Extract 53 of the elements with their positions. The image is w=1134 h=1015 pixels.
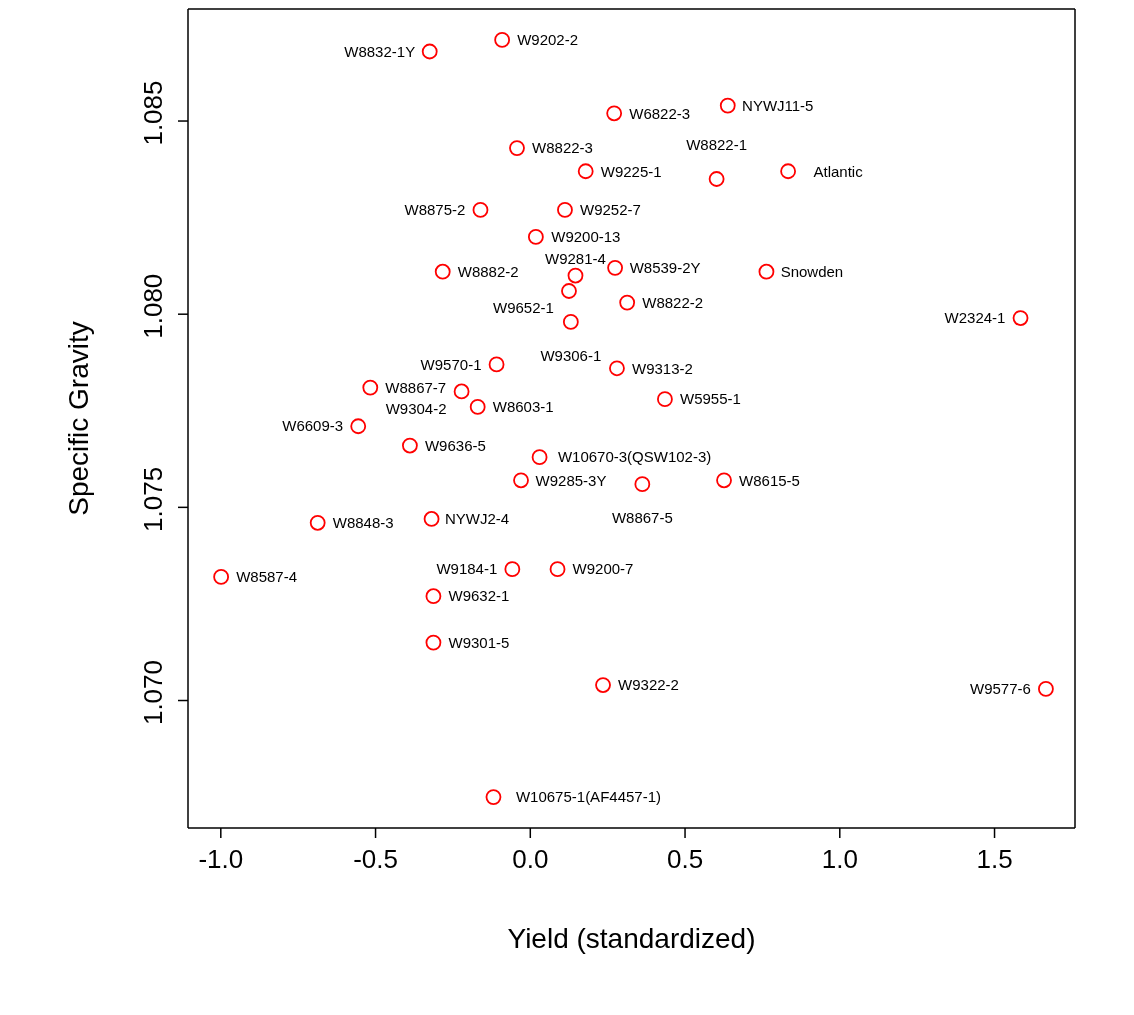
annotation: W9577-6 xyxy=(969,680,1031,698)
annotation: W9200-13 xyxy=(551,228,621,246)
y-tick-label: 1.075 xyxy=(138,466,168,532)
annotation: W9184-1 xyxy=(436,560,498,578)
annotation: W9306-1 xyxy=(540,347,602,365)
annotation: W9200-7 xyxy=(572,560,634,578)
annotation: W9281-4 xyxy=(545,249,606,267)
annotation: W8832-1Y xyxy=(344,42,416,60)
annotation: W8822-3 xyxy=(532,139,593,157)
annotation: W9252-7 xyxy=(580,201,641,219)
y-axis-title: Specific Gravity xyxy=(62,321,94,516)
x-tick-label: 0.5 xyxy=(666,844,704,875)
x-tick-label: -1.0 xyxy=(198,844,244,875)
annotation: W8875-2 xyxy=(404,201,466,219)
annotation: W9313-2 xyxy=(632,359,693,377)
annotation: NYWJ11-5 xyxy=(742,96,814,114)
annotation: W9322-2 xyxy=(618,676,679,694)
annotation: W8867-7 xyxy=(385,378,447,396)
annotation: W8822-2 xyxy=(642,293,704,311)
y-tick-label: 1.080 xyxy=(138,273,168,339)
annotation: W9285-3Y xyxy=(535,471,607,489)
annotation: W6822-3 xyxy=(629,104,691,122)
annotation: W8822-1 xyxy=(686,136,748,154)
annotation: W9652-1 xyxy=(493,299,554,317)
annotation: W8867-5 xyxy=(611,509,673,527)
annotation: W5955-1 xyxy=(679,390,741,408)
y-tick-label: 1.085 xyxy=(138,80,168,146)
annotation: W6609-3 xyxy=(282,417,344,435)
annotation: W8882-2 xyxy=(457,262,519,280)
x-tick-label: 0.0 xyxy=(512,844,549,875)
annotation: W8848-3 xyxy=(332,514,394,532)
annotation: W8603-1 xyxy=(492,398,554,416)
annotation: W9301-5 xyxy=(448,633,510,651)
annotation: W8587-4 xyxy=(236,568,298,586)
annotation: W8539-2Y xyxy=(629,259,701,277)
annotation: W8615-5 xyxy=(739,471,800,489)
annotation: W9570-1 xyxy=(420,355,482,373)
annotation: W10675-1(AF4457-1) xyxy=(515,788,662,806)
x-tick-label: 1.5 xyxy=(976,844,1013,875)
annotation: W9225-1 xyxy=(600,162,662,180)
annotation: W9304-2 xyxy=(385,399,447,417)
x-tick-label: -0.5 xyxy=(353,844,398,875)
annotation: Snowden xyxy=(780,262,844,280)
annotation: W2324-1 xyxy=(944,309,1006,327)
annotation: W9636-5 xyxy=(424,436,486,454)
annotation: W9632-1 xyxy=(448,587,510,605)
x-tick-label: 1.0 xyxy=(821,844,858,875)
annotation: Atlantic xyxy=(813,162,864,180)
annotation: W10670-3(QSW102-3) xyxy=(557,448,712,466)
y-tick-label: 1.070 xyxy=(138,659,168,726)
annotation: W9202-2 xyxy=(517,31,579,49)
annotation: NYWJ2-4 xyxy=(444,510,510,528)
x-axis-title: Yield (standardized) xyxy=(507,923,756,954)
